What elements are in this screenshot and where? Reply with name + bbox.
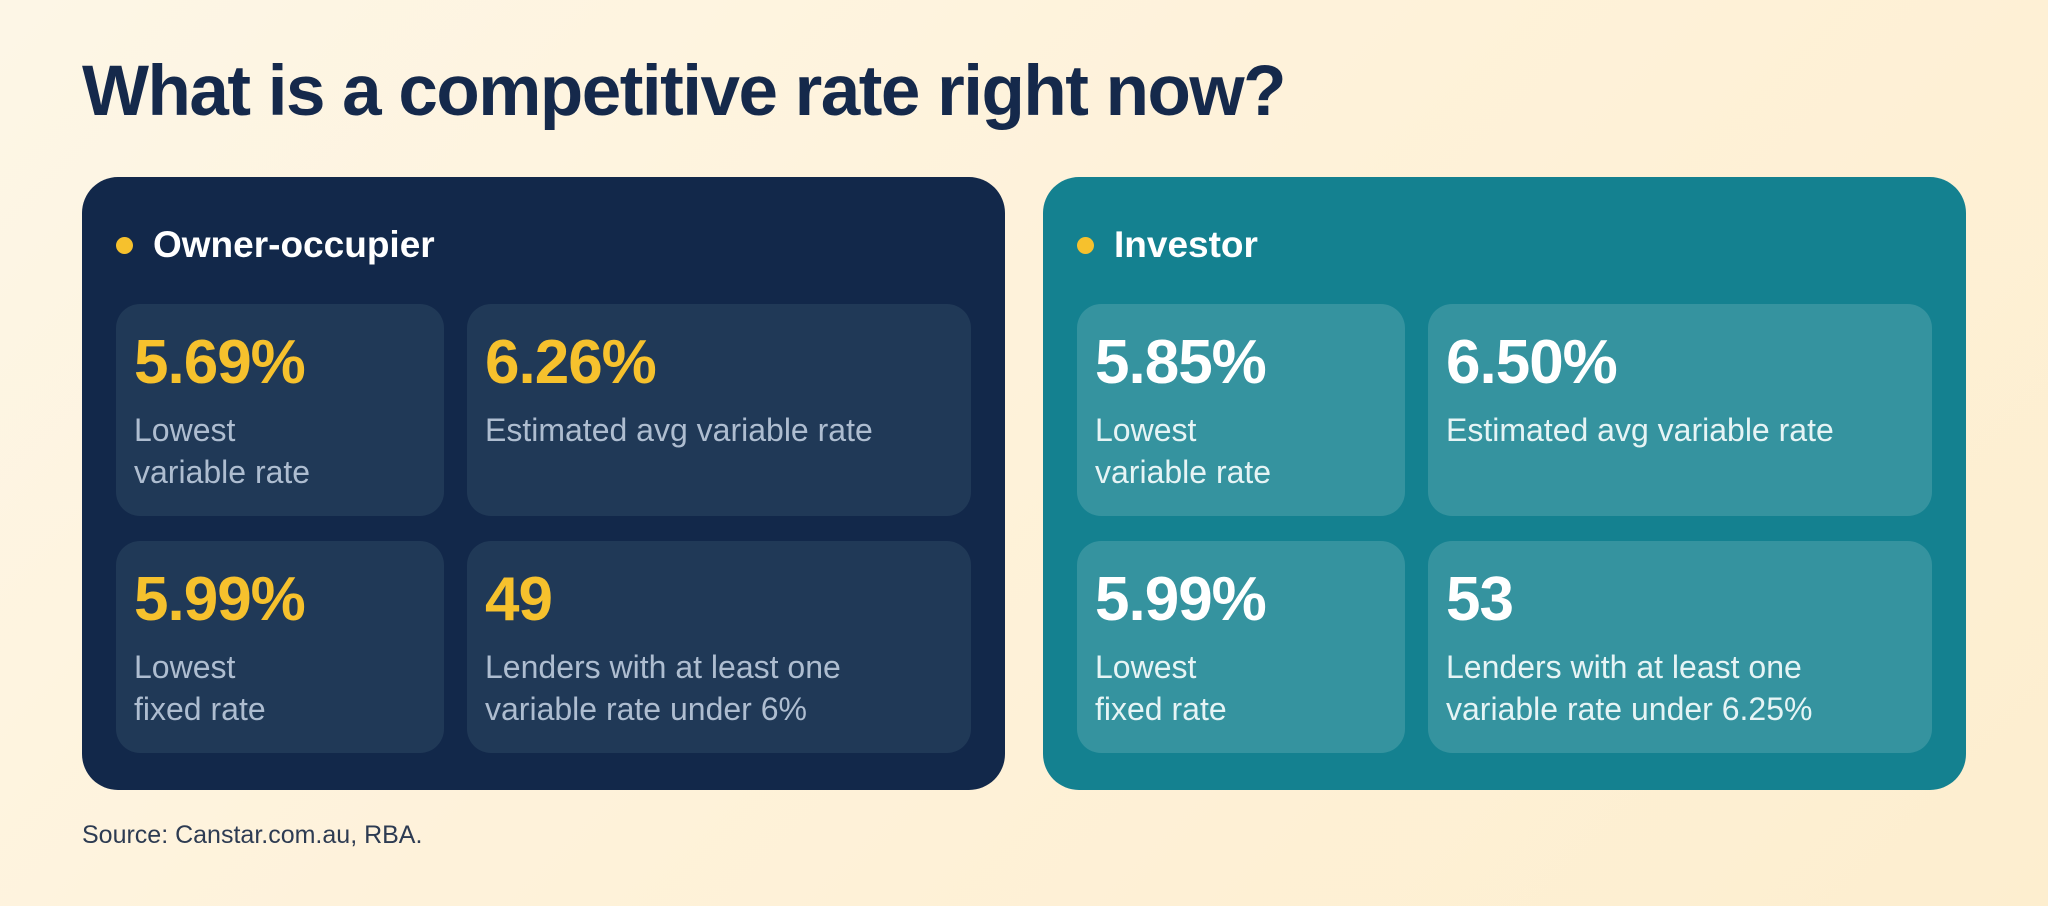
stat-value: 5.85% <box>1095 328 1267 397</box>
page-title: What is a competitive rate right now? <box>82 52 1286 131</box>
panel-header: Owner-occupier <box>116 223 435 267</box>
bullet-dot-icon <box>116 236 133 254</box>
stat-value: 53 <box>1446 565 1514 634</box>
stat-value: 5.99% <box>134 565 306 634</box>
stat-card-avg-variable: 6.26% Estimated avg variable rate <box>467 304 971 516</box>
stat-value: 6.50% <box>1446 328 1618 397</box>
stat-value: 5.69% <box>134 328 306 397</box>
panel-header: Investor <box>1077 223 1258 267</box>
stat-label: Lenders with at least one variable rate … <box>485 649 841 728</box>
stat-card-lenders-count: 53 Lenders with at least one variable ra… <box>1428 541 1932 753</box>
stat-label: Lowest fixed rate <box>134 649 266 728</box>
stat-value: 5.99% <box>1095 565 1267 634</box>
stat-value: 6.26% <box>485 328 657 397</box>
panel-title: Owner-occupier <box>153 224 435 265</box>
source-note: Source: Canstar.com.au, RBA. <box>82 821 423 849</box>
stat-label: Lowest variable rate <box>134 412 311 491</box>
stat-card-avg-variable: 6.50% Estimated avg variable rate <box>1428 304 1932 516</box>
stat-label: Lowest fixed rate <box>1095 649 1227 728</box>
stat-card-lenders-count: 49 Lenders with at least one variable ra… <box>467 541 971 753</box>
stat-value: 49 <box>485 565 553 634</box>
stat-card-lowest-fixed: 5.99% Lowest fixed rate <box>116 541 444 753</box>
panel-title: Investor <box>1114 224 1258 265</box>
investor-panel: Investor 5.85% Lowest variable rate 6.50… <box>1043 177 1966 790</box>
stat-label: Lowest variable rate <box>1095 412 1272 491</box>
stat-label: Estimated avg variable rate <box>485 412 873 449</box>
stat-label: Estimated avg variable rate <box>1446 412 1834 449</box>
bullet-dot-icon <box>1077 236 1094 254</box>
stat-card-lowest-variable: 5.85% Lowest variable rate <box>1077 304 1405 516</box>
stat-label: Lenders with at least one variable rate … <box>1446 649 1813 728</box>
owner-occupier-panel: Owner-occupier 5.69% Lowest variable rat… <box>82 177 1005 790</box>
stat-card-lowest-fixed: 5.99% Lowest fixed rate <box>1077 541 1405 753</box>
stat-card-lowest-variable: 5.69% Lowest variable rate <box>116 304 444 516</box>
